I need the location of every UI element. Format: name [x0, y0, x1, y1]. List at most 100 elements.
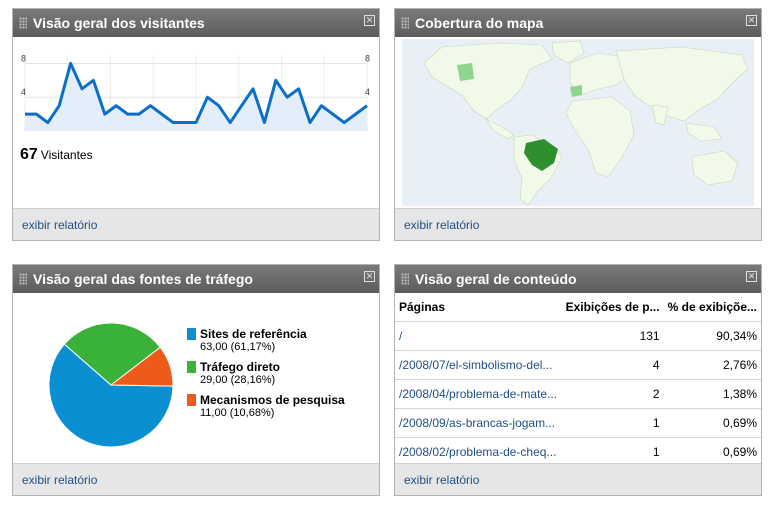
table-row[interactable]: /2008/09/as-brancas-jogam... 1 0,69%	[395, 408, 761, 438]
view-report-link[interactable]: exibir relatório	[404, 217, 480, 232]
visitors-data-point[interactable]	[365, 103, 370, 108]
panel-footer: exibir relatório	[13, 208, 379, 240]
percent-cell: 2,76%	[663, 350, 761, 380]
pageviews-cell: 1	[561, 408, 664, 438]
percent-cell: 0,69%	[663, 437, 761, 467]
legend-text: Mecanismos de pesquisa 11,00 (10,68%)	[200, 393, 345, 420]
legend-name[interactable]: Mecanismos de pesquisa	[200, 393, 345, 407]
close-icon[interactable]: ✕	[746, 15, 757, 26]
panel-header[interactable]: Visão geral das fontes de tráfego ✕	[13, 265, 379, 293]
legend-value: 29,00 (28,16%)	[200, 374, 276, 386]
panel-footer: exibir relatório	[395, 463, 761, 495]
page-link[interactable]: /2008/07/el-simbolismo-del...	[399, 357, 553, 372]
greenland-region	[551, 40, 585, 64]
legend-name[interactable]: Tráfego direto	[200, 360, 281, 374]
visitors-data-point[interactable]	[239, 103, 244, 108]
panel-header[interactable]: Visão geral de conteúdo ✕	[395, 265, 761, 293]
panel-title: Cobertura do mapa	[415, 15, 544, 31]
visitors-data-point[interactable]	[68, 61, 73, 66]
page-link[interactable]: /2008/02/problema-de-cheq...	[399, 444, 557, 459]
visitors-data-point[interactable]	[102, 112, 107, 117]
visitors-data-point[interactable]	[353, 112, 358, 117]
pageviews-cell: 2	[561, 379, 664, 409]
traffic-sources-panel: Visão geral das fontes de tráfego ✕ Site…	[12, 264, 380, 496]
visitors-data-point[interactable]	[330, 112, 335, 117]
pie-slice[interactable]	[48, 343, 174, 448]
visitors-data-point[interactable]	[251, 86, 256, 91]
panel-header[interactable]: Visão geral dos visitantes ✕	[13, 9, 379, 37]
view-report-link[interactable]: exibir relatório	[22, 217, 98, 232]
close-icon[interactable]: ✕	[364, 271, 375, 282]
y-tick-label-right: 4	[365, 87, 370, 97]
percent-cell: 90,34%	[663, 321, 761, 351]
visitors-data-point[interactable]	[205, 95, 210, 100]
visitors-area-fill	[25, 63, 367, 131]
visitors-data-point[interactable]	[182, 120, 187, 125]
alaska-highlight	[457, 63, 474, 81]
panel-title: Visão geral dos visitantes	[33, 15, 205, 31]
table-row[interactable]: / 131 90,34%	[395, 321, 761, 351]
visitors-data-point[interactable]	[114, 103, 119, 108]
visitors-data-point[interactable]	[194, 120, 199, 125]
india-region	[651, 104, 669, 126]
pageviews-cell: 4	[561, 350, 664, 380]
column-header-pageviews[interactable]: Exibições de p...	[561, 293, 664, 322]
visitors-line-chart: 8 4 8 4	[21, 53, 370, 131]
column-header-pages[interactable]: Páginas	[395, 293, 562, 322]
page-link[interactable]: /2008/09/as-brancas-jogam...	[399, 415, 556, 430]
visitors-data-point[interactable]	[262, 120, 267, 125]
visitors-data-point[interactable]	[171, 120, 176, 125]
pie-slice[interactable]	[109, 346, 174, 387]
pie-slice[interactable]	[63, 322, 161, 386]
asia-region	[615, 46, 749, 122]
visitors-data-point[interactable]	[273, 78, 278, 83]
close-icon[interactable]: ✕	[364, 15, 375, 26]
visitors-data-point[interactable]	[228, 120, 233, 125]
visitors-data-point[interactable]	[91, 78, 96, 83]
table-row[interactable]: /2008/07/el-simbolismo-del... 4 2,76%	[395, 350, 761, 380]
legend-text: Sites de referência 63,00 (61,17%)	[200, 327, 307, 354]
panel-footer: exibir relatório	[395, 208, 761, 240]
southeast-asia-region	[685, 122, 723, 142]
visitors-count-label: Visitantes	[40, 148, 93, 162]
drag-handle-icon[interactable]	[19, 17, 27, 29]
visitors-data-point[interactable]	[80, 86, 85, 91]
visitors-data-point[interactable]	[148, 103, 153, 108]
visitors-data-point[interactable]	[34, 112, 39, 117]
view-report-link[interactable]: exibir relatório	[22, 472, 98, 487]
table-row[interactable]: /2008/02/problema-de-cheq... 1 0,69%	[395, 437, 761, 467]
visitors-data-point[interactable]	[159, 112, 164, 117]
australia-region	[691, 150, 739, 186]
visitors-data-point[interactable]	[125, 112, 130, 117]
visitors-data-point[interactable]	[308, 120, 313, 125]
percent-cell: 1,38%	[663, 379, 761, 409]
visitors-data-point[interactable]	[45, 120, 50, 125]
visitors-data-point[interactable]	[216, 103, 221, 108]
drag-handle-icon[interactable]	[401, 273, 409, 285]
panel-header[interactable]: Cobertura do mapa ✕	[395, 9, 761, 37]
brazil-highlight	[524, 139, 558, 171]
page-link[interactable]: /	[399, 328, 403, 343]
visitors-data-point[interactable]	[296, 86, 301, 91]
legend-name[interactable]: Sites de referência	[200, 327, 307, 341]
drag-handle-icon[interactable]	[19, 273, 27, 285]
visitors-data-point[interactable]	[285, 95, 290, 100]
close-icon[interactable]: ✕	[746, 271, 757, 282]
column-header-percent[interactable]: % de exibiçõe...	[663, 293, 761, 322]
page-link[interactable]: /2008/04/problema-de-mate...	[399, 386, 558, 401]
visitors-data-point[interactable]	[319, 103, 324, 108]
drag-handle-icon[interactable]	[401, 17, 409, 29]
table-row[interactable]: /2008/04/problema-de-mate... 2 1,38%	[395, 379, 761, 409]
pie-legend: Sites de referência 63,00 (61,17%) Tráfego…	[187, 327, 345, 426]
panel-footer: exibir relatório	[13, 463, 379, 495]
world-map[interactable]	[402, 39, 754, 206]
legend-swatch	[187, 361, 196, 373]
visitors-data-point[interactable]	[137, 112, 142, 117]
view-report-link[interactable]: exibir relatório	[404, 472, 480, 487]
visitors-data-point[interactable]	[23, 112, 28, 117]
visitors-data-point[interactable]	[57, 103, 62, 108]
page-cell: /2008/07/el-simbolismo-del...	[395, 350, 562, 380]
visitors-data-point[interactable]	[342, 120, 347, 125]
panel-title: Visão geral das fontes de tráfego	[33, 271, 253, 287]
page-cell: /2008/02/problema-de-cheq...	[395, 437, 562, 467]
